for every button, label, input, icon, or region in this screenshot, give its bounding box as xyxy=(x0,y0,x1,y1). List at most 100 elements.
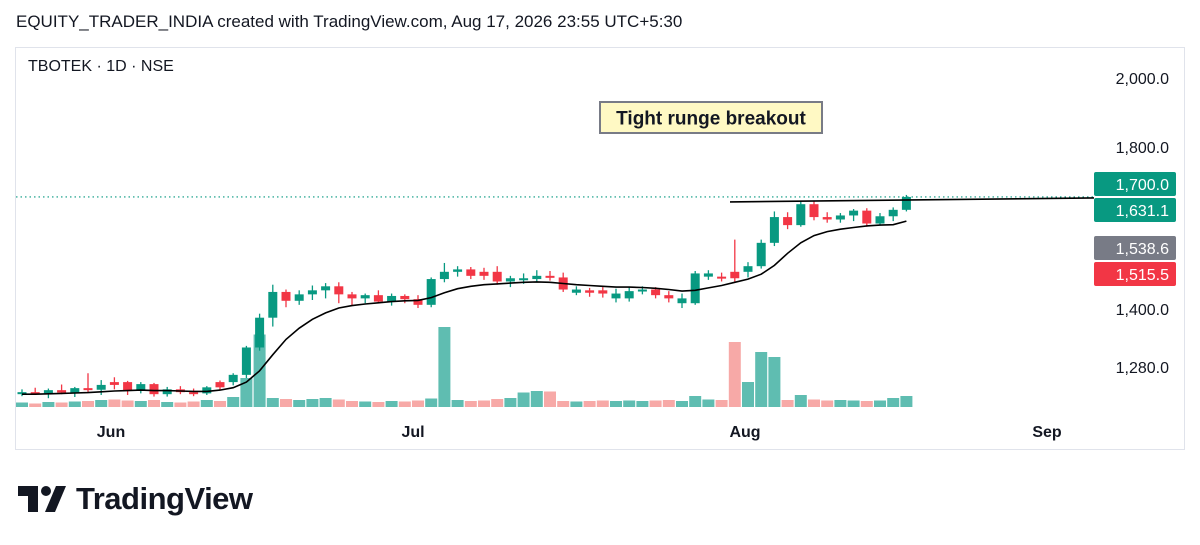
candle-body xyxy=(228,374,238,383)
y-tick-label: 2,000.0 xyxy=(1116,71,1169,88)
volume-bar xyxy=(570,401,583,407)
volume-bar xyxy=(174,402,187,407)
y-tick-label: 1,280.0 xyxy=(1116,360,1169,377)
candle-body xyxy=(822,217,832,220)
volume-bar xyxy=(478,400,490,407)
candle-body xyxy=(294,294,304,301)
price-tag-last-bg xyxy=(1094,172,1176,196)
candle-body xyxy=(743,266,753,272)
candle-body xyxy=(307,290,317,295)
candle-body xyxy=(783,217,793,226)
candle-body xyxy=(479,271,489,276)
volume-bar xyxy=(715,400,728,407)
price-tag-down-bg xyxy=(1094,262,1176,286)
candle-body xyxy=(347,294,357,299)
candle-body xyxy=(756,242,766,267)
x-axis[interactable]: Jun Jul Aug Sep xyxy=(97,424,1062,441)
volume-bar xyxy=(623,400,636,407)
volume-bar xyxy=(808,399,820,407)
volume-bar xyxy=(702,399,715,407)
candle-body xyxy=(281,291,291,301)
candle-body xyxy=(387,295,397,302)
candle-body xyxy=(769,217,779,243)
candle-body xyxy=(57,390,67,393)
volume-bar xyxy=(372,402,385,407)
candle-body xyxy=(162,389,172,395)
price-tag-down: 1,515.5 xyxy=(1116,267,1169,284)
candle-body xyxy=(901,196,911,210)
volume-bar xyxy=(464,401,477,407)
volume-bar xyxy=(42,402,55,407)
candle-body xyxy=(136,384,146,391)
volume-bar xyxy=(610,401,622,407)
candle-body xyxy=(677,298,687,304)
candle-body xyxy=(492,271,502,282)
x-tick-label: Jul xyxy=(401,424,424,441)
volume-bar xyxy=(530,391,543,407)
y-axis[interactable]: 2,000.0 1,800.0 1,400.0 1,280.0 xyxy=(1116,71,1169,377)
volume-bar xyxy=(398,401,411,407)
candle-body xyxy=(30,392,40,395)
volume-bar xyxy=(847,400,860,407)
candle-body xyxy=(637,289,647,292)
candle-body xyxy=(189,392,199,395)
candle-body xyxy=(373,295,383,302)
volume-bar xyxy=(794,395,807,407)
volume-bar xyxy=(676,401,688,407)
chart-frame[interactable] xyxy=(15,47,1185,450)
price-tag-ma2: 1,538.6 xyxy=(1116,241,1169,258)
volume-bar xyxy=(68,401,81,407)
resistance-line[interactable] xyxy=(729,197,1095,203)
candle-body xyxy=(109,382,119,385)
candle-body xyxy=(888,209,898,217)
candle-body xyxy=(360,295,370,299)
annotation-box[interactable]: Tight runge breakout xyxy=(599,101,823,134)
candle-body xyxy=(690,273,700,304)
volume-bar xyxy=(306,399,319,407)
candle-body xyxy=(149,384,159,395)
candle-body xyxy=(585,290,595,293)
symbol-legend[interactable]: TBOTEK · 1D · NSE xyxy=(28,58,174,75)
volume-bar xyxy=(596,400,609,407)
candle-body xyxy=(123,382,133,391)
volume-bar xyxy=(821,400,834,407)
candle-body xyxy=(453,269,463,272)
candle-body xyxy=(466,269,476,276)
volume-bar xyxy=(412,400,424,407)
volume-bar xyxy=(662,400,675,407)
volume-bar xyxy=(359,401,372,407)
attribution-text: EQUITY_TRADER_INDIA created with Trading… xyxy=(16,12,683,31)
candle-body xyxy=(334,286,344,295)
volume-bar xyxy=(728,342,741,407)
volume-bar xyxy=(689,396,702,407)
volume-bar xyxy=(755,352,768,407)
volume-bar xyxy=(332,399,345,407)
candle-body xyxy=(413,299,423,305)
y-tick-label: 1,400.0 xyxy=(1116,302,1169,319)
volume-bar xyxy=(55,402,68,407)
x-tick-label: Sep xyxy=(1032,424,1062,441)
volume-bar xyxy=(860,401,873,407)
volume-bar xyxy=(121,400,134,407)
candle-body xyxy=(664,295,674,299)
volume-bar xyxy=(649,400,662,407)
candle-body xyxy=(241,347,251,375)
tradingview-logo-icon xyxy=(18,486,66,512)
volume-bar xyxy=(108,399,121,407)
candle-body xyxy=(796,204,806,226)
candle-body xyxy=(717,276,727,279)
moving-average-line xyxy=(22,220,907,396)
candle-body xyxy=(809,204,819,218)
volume-bar xyxy=(293,400,306,407)
volume-bar xyxy=(266,398,279,407)
candle-body xyxy=(730,271,740,279)
volume-bar xyxy=(438,327,451,407)
brand[interactable]: TradingView xyxy=(18,481,253,517)
candle-body xyxy=(268,291,278,318)
candle-body xyxy=(83,388,93,391)
volume-bar xyxy=(214,401,226,407)
volume-bars xyxy=(16,327,913,407)
volume-bar xyxy=(900,396,913,407)
candles xyxy=(17,194,911,399)
